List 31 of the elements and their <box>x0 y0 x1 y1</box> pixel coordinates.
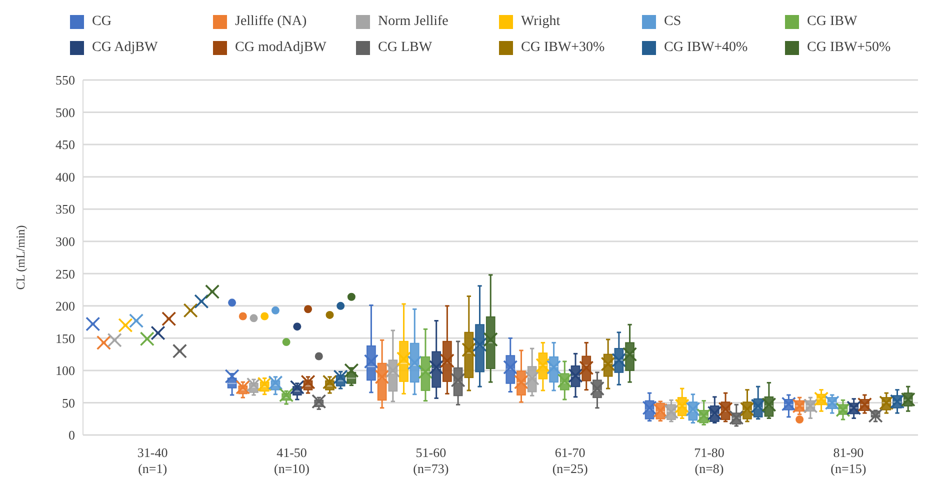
x-tick-label: 31-40 (n=1) <box>137 445 168 476</box>
y-tick-label: 300 <box>56 234 75 249</box>
y-tick-label: 250 <box>56 266 75 282</box>
legend-label: CG IBW+30% <box>521 40 605 56</box>
y-tick-label: 100 <box>56 363 75 378</box>
y-tick-label: 50 <box>62 395 75 410</box>
legend-label: CG IBW <box>807 14 858 30</box>
legend-label: CG modAdjBW <box>235 40 326 56</box>
x-tick-label: 81-90 (n=15) <box>830 445 866 476</box>
legend-label: Wright <box>521 14 560 30</box>
legend-label: CG LBW <box>378 40 432 56</box>
legend-label: CG IBW+50% <box>807 40 891 56</box>
x-tick-label: 41-50 (n=10) <box>274 445 310 476</box>
y-tick-label: 150 <box>56 330 75 346</box>
legend-label: Jelliffe (NA) <box>235 14 307 30</box>
y-tick-label: 500 <box>56 104 75 120</box>
y-tick-label: 0 <box>68 428 75 443</box>
x-tick-label: 71-80 (n=8) <box>694 445 724 476</box>
legend-label: CG IBW+40% <box>664 40 748 56</box>
x-tick-label: 51-60 (n=73) <box>413 445 449 476</box>
y-tick-label: 200 <box>56 298 75 314</box>
y-tick-label: 350 <box>56 202 75 217</box>
x-tick-label: 61-70 (n=25) <box>552 445 588 476</box>
legend-label: Norm Jellife <box>378 14 448 30</box>
y-axis-title: CL (mL/min) <box>13 225 28 290</box>
y-tick-label: 450 <box>56 137 75 152</box>
legend-label: CG AdjBW <box>92 40 158 56</box>
legend-label: CG <box>92 14 112 30</box>
legend-label: CS <box>664 14 682 30</box>
y-tick-label: 550 <box>56 72 75 88</box>
y-tick-label: 400 <box>56 169 75 184</box>
